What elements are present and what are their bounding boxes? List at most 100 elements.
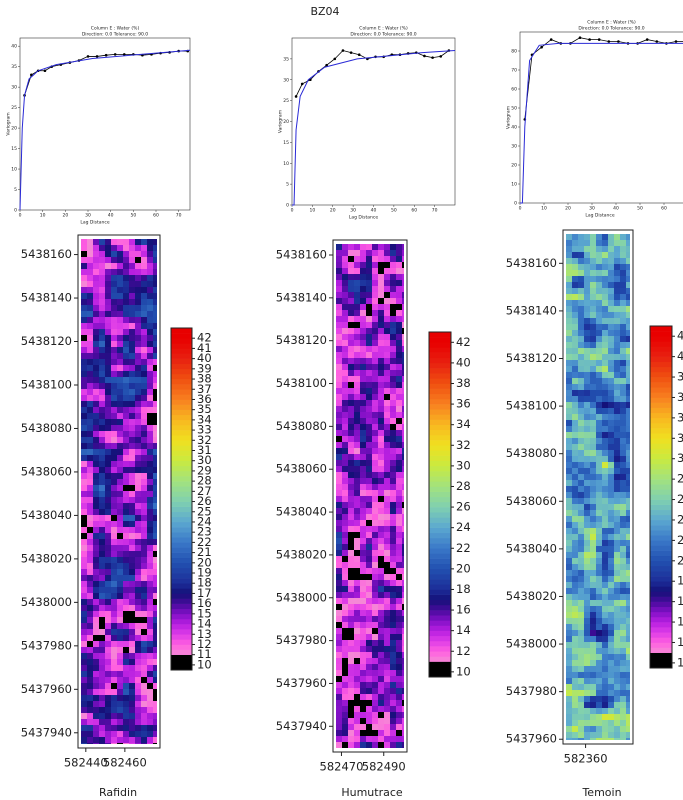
map-cell: [572, 450, 578, 456]
map-cell: [384, 370, 390, 376]
map-cell: [348, 340, 354, 346]
map-cell: [572, 546, 578, 552]
map-cell: [135, 347, 141, 353]
map-cell: [153, 239, 157, 245]
map-cell: [390, 328, 396, 334]
map-cell: [117, 545, 123, 551]
colorbar-step: [171, 659, 192, 666]
map-cell: [596, 660, 602, 666]
map-cell: [123, 329, 129, 335]
map-cell: [99, 383, 105, 389]
map-cell: [590, 294, 596, 300]
map-cell: [402, 286, 404, 292]
map-cell: [596, 726, 602, 732]
map-cell: [584, 348, 590, 354]
map-cell: [111, 671, 117, 677]
map-cell: [384, 322, 390, 328]
map-cell: [578, 336, 584, 342]
map-cell: [390, 292, 396, 298]
map-cell: [141, 275, 147, 281]
map-cell: [147, 539, 153, 545]
map-cell: [566, 534, 572, 540]
map-cell: [402, 418, 404, 424]
map-cell: [608, 660, 614, 666]
map-cell: [608, 258, 614, 264]
map-cell: [402, 412, 404, 418]
map-cell: [608, 294, 614, 300]
map-cell: [342, 634, 348, 640]
map-cell: [111, 449, 117, 455]
map-cell: [147, 371, 153, 377]
map-cell: [596, 312, 602, 318]
map-cell: [614, 282, 620, 288]
map-cell: [111, 251, 117, 257]
map-cell: [81, 533, 87, 539]
map-cell: [129, 269, 135, 275]
map-cell: [578, 354, 584, 360]
map-cell: [87, 389, 93, 395]
map-cell: [578, 438, 584, 444]
map-cell: [384, 292, 390, 298]
map-cell: [135, 281, 141, 287]
map-cell: [135, 539, 141, 545]
map-cell: [390, 634, 396, 640]
map-cell: [366, 358, 372, 364]
colorbar-tick-label: 38: [197, 372, 212, 386]
map-cell: [626, 474, 630, 480]
map-cell: [384, 376, 390, 382]
map-cell: [348, 292, 354, 298]
map-cell: [99, 557, 105, 563]
map-cell: [390, 550, 396, 556]
map-cell: [141, 635, 147, 641]
map-cell: [566, 324, 572, 330]
map-cell: [578, 666, 584, 672]
map-cell: [342, 496, 348, 502]
map-cell: [117, 569, 123, 575]
colorbar-tick-label: 16: [677, 594, 683, 608]
map-cell: [626, 276, 630, 282]
map-cell: [366, 442, 372, 448]
map-cell: [372, 382, 378, 388]
map-cell: [147, 569, 153, 575]
map-cell: [614, 366, 620, 372]
map-cell: [584, 234, 590, 240]
map-cell: [372, 358, 378, 364]
map-cell: [336, 316, 342, 322]
map-cell: [596, 366, 602, 372]
map-cell: [93, 695, 99, 701]
map-cell: [342, 328, 348, 334]
y-tick-label: 5: [286, 182, 289, 188]
map-cell: [135, 563, 141, 569]
map-cell: [135, 629, 141, 635]
map-cell: [147, 395, 153, 401]
map-cell: [99, 689, 105, 695]
map-cell: [390, 640, 396, 646]
map-cell: [147, 629, 153, 635]
map-cell: [342, 370, 348, 376]
map-cell: [396, 256, 402, 262]
map-cell: [396, 688, 402, 694]
map-cell: [111, 665, 117, 671]
map-cell: [99, 311, 105, 317]
plot-frame: [519, 31, 683, 204]
map-cell: [626, 546, 630, 552]
map-cell: [626, 672, 630, 678]
colorbar-step: [171, 624, 192, 630]
map-cell: [147, 341, 153, 347]
map-cell: [366, 256, 372, 262]
map-cell: [81, 611, 87, 617]
map-cell: [566, 690, 572, 696]
map-cell: [396, 382, 402, 388]
colorbar-tick-label: 11: [197, 647, 212, 661]
map-cell: [153, 419, 157, 425]
map-cell: [608, 420, 614, 426]
data-point: [357, 53, 361, 56]
map-cell: [584, 648, 590, 654]
map-cell: [99, 293, 105, 299]
colorbar-step: [429, 646, 451, 652]
map-cell: [384, 616, 390, 622]
map-cell: [396, 352, 402, 358]
map-cell: [602, 354, 608, 360]
map-cell: [123, 551, 129, 557]
map-cell: [378, 724, 384, 730]
